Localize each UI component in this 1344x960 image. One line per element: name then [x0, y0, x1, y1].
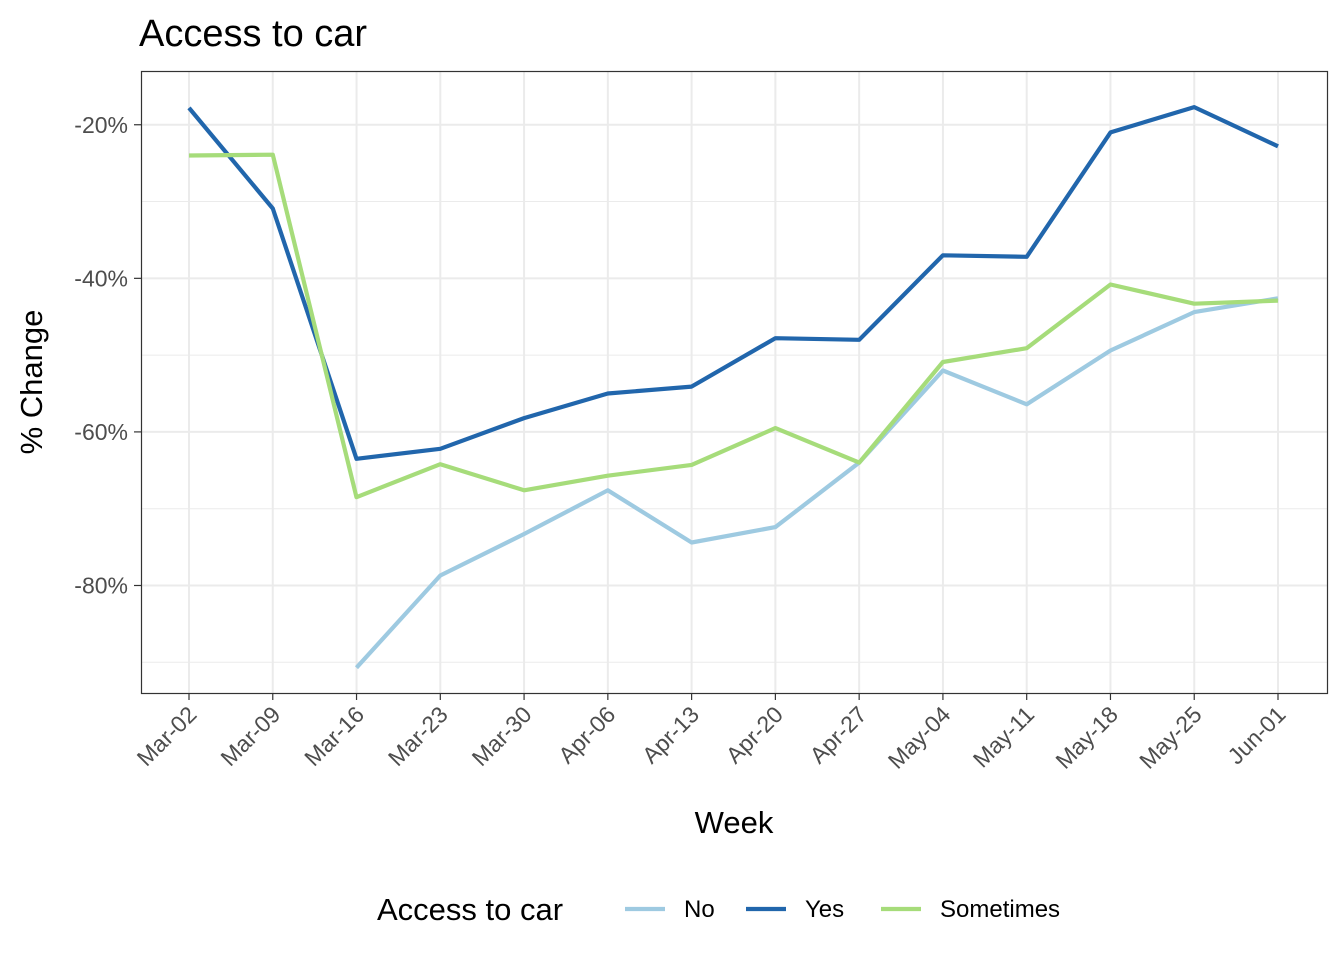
x-tick-label: May-25	[1134, 701, 1207, 774]
y-tick-label: -40%	[74, 265, 128, 291]
chart-title: Access to car	[139, 13, 367, 55]
x-tick-label: Apr-20	[721, 701, 788, 768]
series-line-sometimes	[188, 152, 1279, 500]
x-tick-label: Apr-06	[553, 701, 620, 768]
x-tick-label: Apr-27	[804, 701, 871, 768]
y-tick-label: -60%	[74, 419, 128, 445]
plot-panel-border	[140, 70, 1329, 695]
x-axis-title: Week	[695, 805, 774, 840]
x-tick-label: Apr-13	[637, 701, 704, 768]
grid-layer	[141, 71, 1327, 693]
series-line-yes	[187, 105, 1279, 461]
y-tick-label: -20%	[74, 112, 128, 138]
legend-label-sometimes: Sometimes	[940, 896, 1060, 923]
x-tick-label: May-04	[883, 701, 956, 774]
legend-label-yes: Yes	[805, 896, 844, 923]
x-tick-label: Mar-16	[299, 701, 369, 771]
y-tick-label: -80%	[74, 572, 128, 598]
x-tick-label: Mar-02	[132, 701, 202, 771]
x-tick-label: Jun-01	[1222, 701, 1290, 769]
axis-layer: -80% -60% -40% -20% Mar-02 Mar-09 Mar-16 Mar-23…	[74, 112, 1290, 774]
series-line-no	[354, 296, 1279, 670]
x-tick-label: Mar-23	[383, 701, 453, 771]
x-tick-label: May-11	[968, 701, 1039, 772]
legend-title: Access to car	[377, 892, 563, 927]
x-tick-label: Mar-30	[467, 701, 537, 771]
y-axis-title: % Change	[14, 310, 49, 455]
series-layer	[187, 105, 1279, 670]
x-tick-label: May-18	[1050, 701, 1123, 774]
legend: Access to car No Yes Sometimes	[377, 892, 1060, 927]
x-tick-label: Mar-09	[215, 701, 285, 771]
legend-items: No Yes Sometimes	[625, 896, 1060, 923]
legend-label-no: No	[684, 896, 715, 923]
